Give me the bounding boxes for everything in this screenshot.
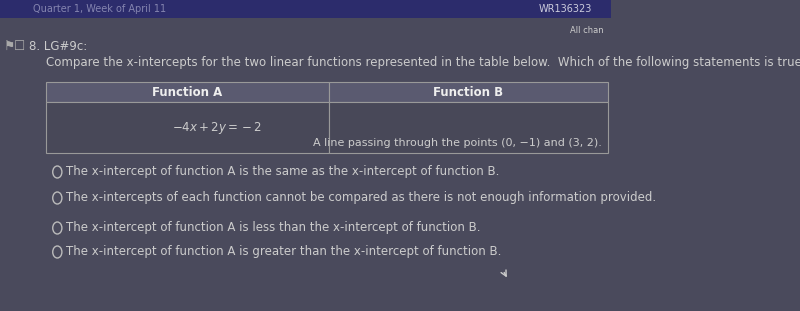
Text: The x-intercepts of each function cannot be compared as there is not enough info: The x-intercepts of each function cannot… — [66, 192, 657, 205]
Text: Function A: Function A — [152, 86, 222, 99]
Text: ⚑: ⚑ — [3, 40, 14, 53]
Text: Compare the x-intercepts for the two linear functions represented in the table b: Compare the x-intercepts for the two lin… — [46, 56, 800, 69]
Bar — [329, 102, 607, 153]
Bar — [46, 82, 329, 102]
Text: ☐: ☐ — [14, 40, 26, 53]
Text: Function B: Function B — [433, 86, 503, 99]
Bar — [0, 0, 611, 18]
Bar — [46, 102, 329, 153]
Text: 8. LG#9c:: 8. LG#9c: — [29, 40, 87, 53]
Text: All chan: All chan — [570, 26, 604, 35]
Text: The x-intercept of function A is less than the x-intercept of function B.: The x-intercept of function A is less th… — [66, 221, 481, 234]
Bar — [329, 82, 607, 102]
Text: The x-intercept of function A is the same as the x-intercept of function B.: The x-intercept of function A is the sam… — [66, 165, 500, 179]
Text: Quarter 1, Week of April 11: Quarter 1, Week of April 11 — [33, 4, 166, 14]
Text: WR136323: WR136323 — [539, 4, 592, 14]
Text: The x-intercept of function A is greater than the x-intercept of function B.: The x-intercept of function A is greater… — [66, 245, 502, 258]
Text: A line passing through the points (0, −1) and (3, 2).: A line passing through the points (0, −1… — [313, 138, 602, 148]
Text: $-4x + 2y = -2$: $-4x + 2y = -2$ — [172, 119, 262, 136]
